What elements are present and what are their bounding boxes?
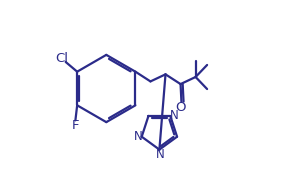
Text: Cl: Cl [55,52,68,65]
Text: O: O [175,101,186,115]
Text: F: F [72,119,79,132]
Text: N: N [133,130,142,143]
Text: N: N [169,109,178,122]
Text: N: N [156,148,164,161]
